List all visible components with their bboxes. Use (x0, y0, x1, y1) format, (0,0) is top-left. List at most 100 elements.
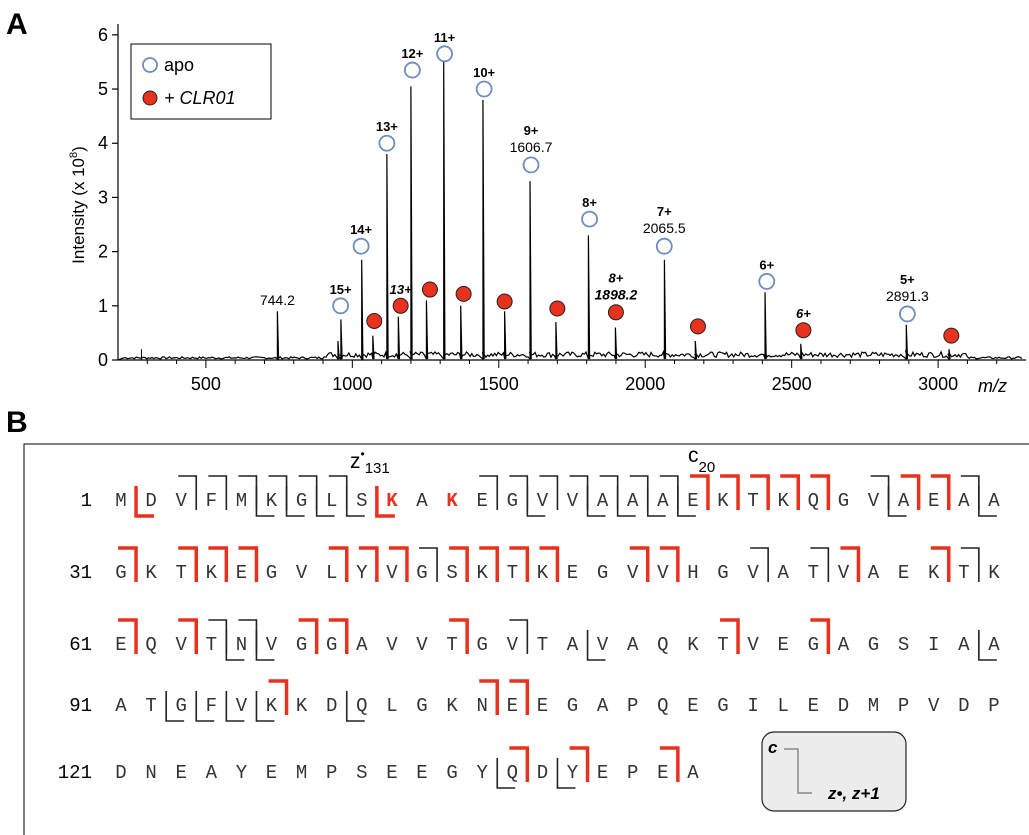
row-start-number: 31 (69, 562, 92, 584)
residue: G (868, 634, 879, 656)
residue: K (476, 562, 488, 584)
y-tick-label: 5 (98, 79, 108, 99)
residue: A (988, 490, 1000, 512)
apo-marker (582, 212, 597, 227)
y-axis-label: Intensity (x 108) (68, 146, 88, 264)
residue: Y (476, 762, 488, 784)
residue: M (115, 490, 126, 512)
residue: G (326, 634, 337, 656)
residue: V (627, 562, 639, 584)
residue: F (206, 695, 217, 717)
residue: Y (236, 762, 248, 784)
residue: N (145, 762, 156, 784)
residue: E (507, 695, 518, 717)
apo-marker (657, 239, 672, 254)
apo-marker (437, 46, 452, 61)
residue: A (838, 634, 850, 656)
residue: V (537, 490, 549, 512)
apo-marker (477, 82, 492, 97)
residue: T (446, 634, 457, 656)
y-tick-label: 4 (98, 133, 108, 153)
clr01-marker (690, 319, 705, 334)
residue: K (266, 490, 278, 512)
residue: K (296, 695, 308, 717)
residue: A (777, 562, 789, 584)
residue: T (507, 562, 518, 584)
charge-state-label: 8+ (609, 270, 624, 285)
residue: E (687, 695, 698, 717)
residue: K (928, 562, 940, 584)
residue: G (507, 490, 518, 512)
residue: G (567, 695, 578, 717)
c20-main: c (688, 444, 699, 467)
residue: D (838, 695, 849, 717)
mz-label: 2065.5 (643, 220, 686, 236)
residue: I (928, 634, 939, 656)
residue: E (898, 562, 909, 584)
residue: V (567, 490, 579, 512)
residue: S (898, 634, 909, 656)
residue: D (145, 490, 156, 512)
x-ticks: 500 1000 1500 2000 2500 3000 (147, 360, 996, 394)
residue: V (507, 634, 519, 656)
x-tick-label: 3000 (918, 374, 958, 394)
x-tick-label: 1500 (479, 374, 519, 394)
charge-state-label: 9+ (524, 123, 539, 138)
legend-clr01-label: + CLR01 (164, 88, 236, 108)
legend: apo + CLR01 (131, 44, 271, 119)
residue: K (777, 490, 789, 512)
clr01-marker (456, 286, 471, 301)
fragment-key: c z•, z+1 (762, 732, 906, 811)
residue: A (868, 562, 880, 584)
residue: A (567, 634, 579, 656)
residue: E (175, 762, 186, 784)
residue: E (115, 634, 126, 656)
residue: A (627, 490, 639, 512)
residue: E (808, 695, 819, 717)
residue: V (928, 695, 940, 717)
charge-state-label: 13+ (376, 119, 398, 134)
residue: G (266, 562, 277, 584)
residue: P (326, 762, 337, 784)
residue: A (115, 695, 127, 717)
apo-marker (333, 298, 348, 313)
peak-annotation: 744.2 (260, 292, 295, 308)
legend-clr01-marker (143, 91, 157, 105)
residue: S (446, 562, 457, 584)
residue: K (537, 562, 549, 584)
residue: A (206, 762, 218, 784)
residue: E (657, 762, 668, 784)
residue: G (838, 490, 849, 512)
residue: P (898, 695, 909, 717)
residue: G (717, 562, 728, 584)
residue: E (236, 562, 247, 584)
residue: A (597, 695, 609, 717)
key-c-label: c (768, 738, 778, 757)
residue: I (747, 695, 758, 717)
charge-state-label: 12+ (401, 46, 423, 61)
residue: N (236, 634, 247, 656)
residue: V (838, 562, 850, 584)
clr01-marker (796, 323, 811, 338)
residue: A (687, 762, 699, 784)
y-tick-label: 6 (98, 25, 108, 45)
x-tick-label: 500 (191, 374, 221, 394)
residue: T (958, 562, 969, 584)
residue: G (717, 695, 728, 717)
charge-state-label: 10+ (473, 65, 495, 80)
residue: Y (567, 762, 579, 784)
residue: L (386, 695, 397, 717)
residue: N (476, 695, 487, 717)
residue: Q (657, 695, 668, 717)
residue: K (717, 490, 729, 512)
row-start-number: 121 (58, 762, 92, 784)
c20-label: c20 (688, 444, 715, 476)
residue: G (416, 562, 427, 584)
residue: D (115, 762, 126, 784)
x-tick-label: 2500 (772, 374, 812, 394)
residue: D (326, 695, 337, 717)
residue: T (206, 634, 217, 656)
residue: F (206, 490, 217, 512)
residue: T (717, 634, 728, 656)
charge-state-label: 8+ (582, 195, 597, 210)
